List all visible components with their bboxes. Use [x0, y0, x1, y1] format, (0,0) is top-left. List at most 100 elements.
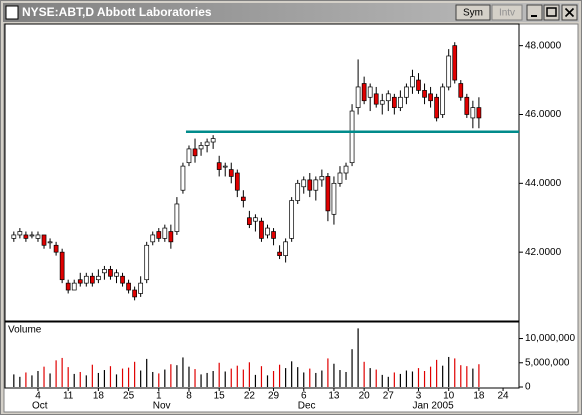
x-tick-label: 11 — [63, 391, 74, 402]
x-tick-label: 10 — [443, 391, 455, 402]
x-tick-label: 8 — [186, 391, 192, 402]
candle-body — [144, 244, 150, 281]
month-label: Oct — [32, 401, 48, 412]
candle-body — [313, 179, 319, 191]
candle-body — [234, 172, 240, 191]
candle-body — [331, 182, 337, 215]
y-tick-label: 42.0000 — [525, 247, 562, 258]
candle-body — [452, 45, 458, 81]
app-icon — [5, 5, 19, 20]
candle-body — [47, 241, 53, 244]
y2-tick-label: 5,000,000 — [525, 357, 570, 368]
x-tick-label: 4 — [35, 391, 41, 402]
candle-body — [11, 234, 17, 239]
candle-body — [210, 138, 216, 143]
candle-body — [77, 279, 83, 284]
candle-body — [35, 234, 41, 239]
candle-body — [283, 241, 288, 256]
y-tick-label: 46.0000 — [525, 109, 562, 120]
volume-panel — [4, 321, 520, 389]
candle-body — [325, 176, 331, 212]
candle-body — [65, 282, 71, 291]
candle-body — [446, 55, 452, 88]
candle-body — [23, 234, 29, 239]
candle-body — [289, 200, 295, 239]
close-glyph — [564, 7, 575, 18]
candle-body — [307, 179, 313, 191]
x-tick-label: 18 — [93, 391, 105, 402]
candle-body — [228, 169, 234, 177]
candle-body — [319, 176, 325, 181]
candle-body — [271, 231, 276, 239]
y2-tick-label: 0 — [525, 382, 531, 393]
candle-body — [301, 179, 307, 188]
candle-body — [343, 165, 349, 174]
candle-body — [410, 76, 415, 88]
candle-body — [29, 234, 35, 237]
candle-body — [464, 96, 470, 115]
candle-body — [216, 162, 222, 170]
candle-body — [440, 86, 446, 115]
y2-tick-label: 10,000,000 — [525, 333, 575, 344]
candle-body — [349, 110, 355, 164]
candle-body — [398, 96, 403, 108]
sym-button[interactable] — [455, 4, 491, 21]
x-tick-label: 24 — [497, 391, 509, 402]
candle-body — [240, 196, 246, 201]
month-label: Dec — [298, 401, 316, 412]
candle-body — [385, 93, 391, 102]
y-tick-label: 44.0000 — [525, 178, 562, 189]
candle-body — [192, 148, 198, 157]
candle-body — [295, 182, 301, 201]
month-label: Nov — [153, 401, 171, 412]
candle-body — [126, 282, 131, 291]
candle-body — [83, 275, 89, 284]
candle-body — [102, 269, 107, 274]
candle-body — [259, 220, 264, 239]
x-tick-label: 20 — [359, 391, 371, 402]
candle-body — [470, 107, 476, 119]
minimize-button[interactable] — [526, 4, 543, 21]
x-tick-label: 1 — [156, 391, 162, 402]
title-bar — [3, 3, 579, 22]
candle-body — [434, 96, 439, 119]
candle-body — [108, 269, 113, 277]
x-tick-label: 22 — [244, 391, 256, 402]
month-label: Jan 2005 — [413, 401, 455, 412]
sym-button-label[interactable]: Sym — [463, 8, 483, 19]
x-tick-label: 25 — [123, 391, 135, 402]
candle-body — [96, 275, 101, 281]
candle-body — [379, 100, 385, 105]
candle-body — [361, 83, 367, 102]
volume-panel-label: Volume — [8, 325, 42, 336]
candle-body — [120, 275, 125, 284]
intv-button-label[interactable]: Intv — [499, 8, 515, 19]
candle-body — [132, 289, 137, 298]
candle-body — [416, 79, 421, 91]
candle-body — [186, 148, 192, 164]
price-panel — [4, 23, 520, 322]
candle-body — [71, 282, 77, 291]
maximize-glyph — [546, 7, 557, 17]
candle-body — [168, 231, 174, 243]
candle-body — [204, 141, 210, 146]
candle-body — [373, 93, 379, 105]
candle-body — [265, 227, 270, 236]
intv-button[interactable] — [491, 4, 523, 21]
candle-body — [150, 234, 156, 243]
candle-body — [422, 90, 427, 98]
candle-body — [476, 107, 482, 119]
candle-body — [138, 282, 144, 294]
candle-body — [156, 231, 162, 239]
candle-body — [180, 165, 186, 191]
candle-body — [277, 251, 282, 256]
candle-body — [114, 272, 119, 277]
candle-body — [198, 145, 204, 150]
candle-body — [17, 231, 23, 236]
candle-body — [355, 86, 361, 108]
candle-body — [247, 217, 252, 225]
x-tick-label: 13 — [328, 391, 340, 402]
candle-body — [59, 251, 65, 281]
x-tick-label: 6 — [301, 391, 307, 402]
